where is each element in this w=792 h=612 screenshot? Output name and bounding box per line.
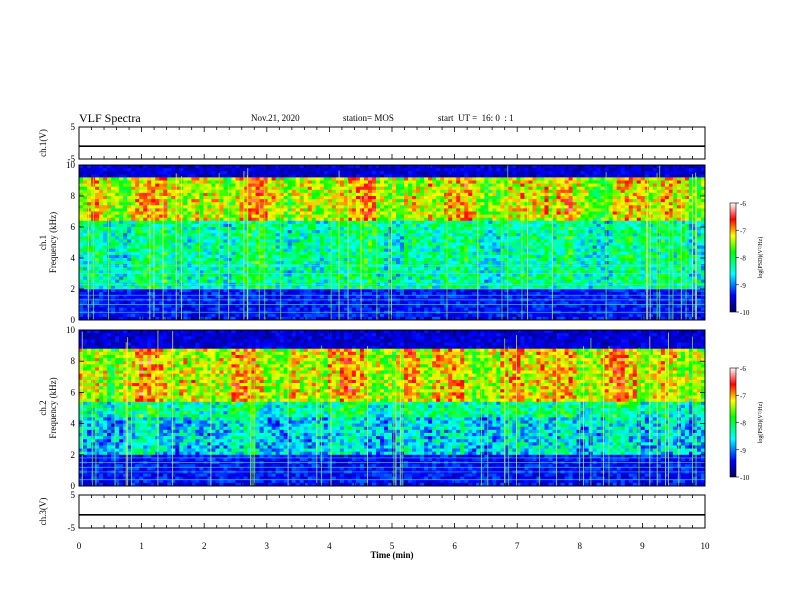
x-tick-label: 10	[701, 541, 711, 551]
y-tick-label: 2	[71, 450, 76, 460]
y-tick-label: 5	[71, 122, 76, 132]
colorbar-tick-label: -10	[740, 474, 750, 482]
y-axis-label: Frequency (kHz)	[48, 212, 58, 273]
y-axis-label: ch.2	[38, 400, 48, 415]
x-tick-label: 2	[202, 541, 207, 551]
y-tick-label: 0	[71, 481, 76, 491]
y-tick-label: 10	[66, 325, 76, 335]
colorbar-tick-label: -9	[740, 282, 746, 290]
colorbar-tick-label: -7	[740, 392, 746, 400]
y-tick-label: 5	[71, 490, 76, 500]
y-tick-label: 6	[71, 387, 76, 397]
colorbar-ch2	[729, 367, 737, 478]
x-tick-label: 1	[139, 541, 144, 551]
y-tick-label: 10	[66, 160, 76, 170]
colorbar-label: log(PSD)(V²/Hz)	[757, 402, 764, 443]
x-tick-label: 4	[327, 541, 332, 551]
spectrogram-ch2-cells	[79, 330, 706, 487]
chart-title: VLF Spectra	[79, 111, 141, 125]
x-tick-label: 7	[515, 541, 520, 551]
x-tick-label: 5	[390, 541, 395, 551]
colorbar-tick-label: -8	[740, 255, 746, 263]
y-axis-label: ch.1(V)	[38, 129, 48, 157]
x-axis-label: Time (min)	[370, 550, 413, 560]
y-tick-label: 4	[71, 253, 76, 263]
y-tick-label: 2	[71, 284, 76, 294]
y-axis-label: ch.3(V)	[38, 498, 48, 526]
date-label: Nov.21, 2020	[251, 113, 300, 123]
colorbar-label: log(PSD)(V²/Hz)	[757, 237, 764, 278]
colorbar-tick-label: -6	[740, 365, 746, 373]
y-tick-label: 4	[71, 419, 76, 429]
station-label: station= MOS	[343, 113, 394, 123]
x-tick-label: 3	[265, 541, 270, 551]
y-tick-label: -5	[68, 523, 76, 533]
colorbar-tick-label: -10	[740, 309, 750, 317]
colorbar-tick-label: -9	[740, 447, 746, 455]
start-ut-label: start UT = 16: 0 : 1	[438, 113, 514, 123]
x-tick-label: 6	[452, 541, 457, 551]
spectrogram-ch1-cells	[79, 165, 706, 321]
y-tick-label: 0	[71, 315, 76, 325]
y-tick-label: 8	[71, 191, 76, 201]
x-tick-label: 0	[77, 541, 82, 551]
y-tick-label: 8	[71, 356, 76, 366]
colorbar-tick-label: -7	[740, 227, 746, 235]
y-axis-label: ch.1	[38, 235, 48, 250]
colorbar-tick-label: -8	[740, 420, 746, 428]
y-axis-label: Frequency (kHz)	[48, 377, 58, 438]
y-tick-label: 6	[71, 222, 76, 232]
x-tick-label: 9	[640, 541, 645, 551]
colorbar-tick-label: -6	[740, 200, 746, 208]
x-tick-label: 8	[578, 541, 583, 551]
colorbar-ch1	[729, 202, 737, 313]
y-tick-label: -5	[68, 154, 76, 164]
